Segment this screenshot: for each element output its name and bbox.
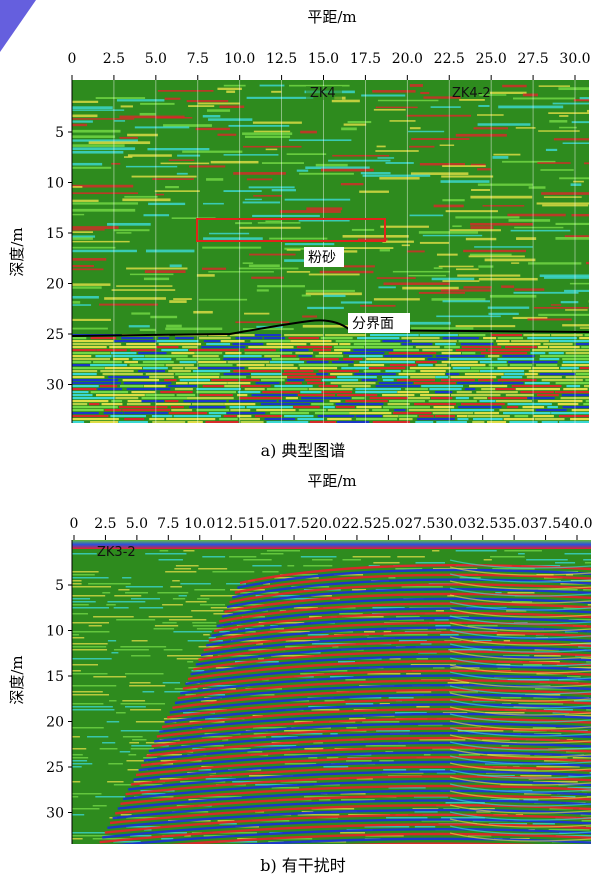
panel-a-y-tick-label: 15: [46, 226, 64, 242]
borehole-zk3-2-label: ZK3-2: [97, 545, 136, 560]
panel-b-x-tick-label: 0: [70, 516, 79, 532]
panel-a-y-tick-label: 25: [46, 327, 64, 343]
panel-a-caption: a) 典型图谱: [261, 441, 346, 460]
panel-b-y-tick-label: 20: [46, 715, 64, 731]
panel-a-y-tick-label: 10: [46, 176, 64, 192]
panel-a-x-tick-label: 2.5: [103, 51, 125, 67]
panel-a-x-tick-label: 7.5: [187, 51, 209, 67]
panel-a-x-tick-label: 27.5: [517, 51, 548, 67]
panel-b-x-tick-label: 37.5: [530, 516, 561, 532]
panel-b-x-tick-label: 40.0: [561, 516, 592, 532]
panel-a-x-tick-label: 20.0: [392, 51, 423, 67]
panel-b-x-tick-label: 5.0: [126, 516, 148, 532]
panel-b-y-tick-label: 10: [46, 624, 64, 640]
panel-b-y-tick-label: 25: [46, 760, 64, 776]
panel-a-x-ticks: 0 2.5 5.0 7.5 10.0 12.5 15.0 17.5 20.0 22.5 25.0 27…: [68, 51, 591, 80]
panel-a-x-tick-label: 10.0: [224, 51, 255, 67]
panel-b-x-ticks: 0 2.5 5.0 7.5 10.0 12.5 15.0 17.5 20.0 22.5 25.0 27…: [70, 516, 593, 540]
silt-label: 粉砂: [308, 250, 336, 266]
panel-a-x-tick-label: 15.0: [308, 51, 339, 67]
panel-b-x-tick-label: 32.5: [467, 516, 498, 532]
panel-b-y-axis-label: 深度/m: [8, 655, 26, 704]
panel-b-x-tick-label: 17.5: [278, 516, 309, 532]
panel-a-x-tick-label: 0: [68, 51, 77, 67]
panel-a-top-axis-label: 平距/m: [307, 8, 356, 26]
panel-b: 平距/m 0 2.5 5.0 7.5 10.0 12.5 15.0 17.5 20.0 22.5 2…: [0, 470, 606, 887]
panel-b-x-tick-label: 10.0: [184, 516, 215, 532]
panel-a-y-tick-label: 5: [55, 125, 64, 141]
borehole-zk4-label: ZK4: [310, 86, 336, 101]
panel-b-x-tick-label: 35.0: [499, 516, 530, 532]
panel-a-y-tick-label: 30: [46, 378, 64, 394]
panel-a-x-tick-label: 25.0: [476, 51, 507, 67]
panel-b-x-tick-label: 15.0: [247, 516, 278, 532]
panel-a-x-tick-label: 5.0: [145, 51, 167, 67]
panel-b-x-tick-label: 12.5: [216, 516, 247, 532]
panel-b-x-tick-label: 27.5: [404, 516, 435, 532]
panel-b-y-ticks: 5 10 15 20 25 30: [46, 578, 72, 822]
panel-b-x-tick-label: 7.5: [157, 516, 179, 532]
panel-a-y-axis-label: 深度/m: [8, 227, 26, 276]
panel-b-y-tick-label: 30: [46, 806, 64, 822]
panel-a: 平距/m 0 2.5 5.0 7.5 10.0 12.5 15.0 17.5 20.0 22.5 2…: [0, 0, 606, 470]
panel-a-x-tick-label: 17.5: [350, 51, 381, 67]
panel-b-x-tick-label: 20.0: [310, 516, 341, 532]
panel-b-caption: b) 有干扰时: [260, 856, 346, 875]
panel-b-top-axis-label: 平距/m: [307, 472, 356, 490]
panel-a-x-tick-label: 30.0: [559, 51, 590, 67]
panel-a-x-tick-label: 12.5: [266, 51, 297, 67]
panel-a-y-ticks: 5 10 15 20 25 30: [46, 125, 72, 394]
panel-b-x-tick-label: 22.5: [341, 516, 372, 532]
panel-a-x-tick-label: 22.5: [434, 51, 465, 67]
panel-a-y-tick-label: 20: [46, 277, 64, 293]
boundary-label: 分界面: [352, 316, 394, 332]
panel-b-x-tick-label: 30.0: [436, 516, 467, 532]
borehole-zk4-2-label: ZK4-2: [452, 86, 491, 101]
panel-b-y-tick-label: 15: [46, 669, 64, 685]
panel-b-y-tick-label: 5: [55, 578, 64, 594]
panel-b-x-tick-label: 2.5: [94, 516, 116, 532]
panel-b-x-tick-label: 25.0: [373, 516, 404, 532]
